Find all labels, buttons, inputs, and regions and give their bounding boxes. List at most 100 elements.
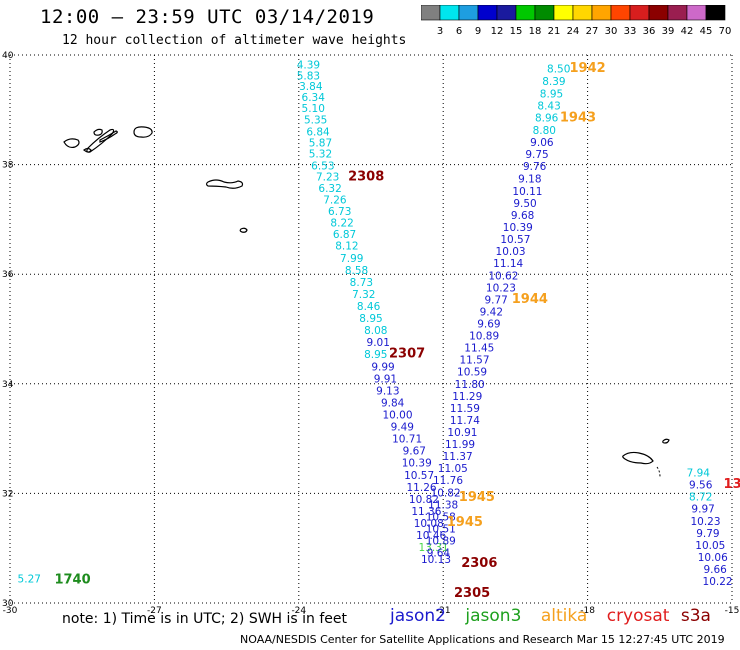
swh-data-label: 9.67 (403, 446, 426, 458)
swh-data-label: 10.22 (703, 576, 733, 588)
swh-data-label: 10.39 (402, 458, 432, 470)
swh-data-label: 6.34 (302, 92, 326, 104)
swh-data-label: 5.27 (18, 573, 41, 585)
swh-data-label: 8.43 (537, 100, 560, 112)
swh-data-label: 11.37 (443, 451, 473, 463)
swh-data-label: 5.83 (297, 70, 320, 82)
swh-data-label: 9.69 (477, 319, 500, 331)
swh-data-label: 10.91 (447, 427, 477, 439)
swh-data-label: 11.74 (450, 415, 480, 427)
swh-data-label: 11.14 (493, 258, 523, 270)
colorbar-label: 21 (548, 26, 561, 37)
swh-data-label: 6.84 (306, 127, 330, 139)
swh-data-label: 10.00 (382, 409, 412, 421)
swh-data-label: 9.77 (484, 294, 507, 306)
colorbar-label: 36 (643, 26, 656, 37)
credit-line: NOAA/NESDIS Center for Satellite Applica… (240, 633, 725, 646)
pass-time-label: 1944 (512, 292, 548, 307)
swh-data-label: 10.89 (469, 331, 499, 343)
y-tick-label: 30 (2, 599, 14, 609)
colorbar-label: 9 (475, 26, 481, 37)
swh-data-label: 10.59 (457, 367, 487, 379)
colorbar-label: 33 (624, 26, 637, 37)
swh-data-label: 4.39 (297, 59, 320, 71)
island-desertas (656, 466, 661, 478)
swh-data-label: 10.46 (416, 530, 446, 542)
swh-data-label: 8.72 (689, 492, 712, 504)
swh-data-label: 5.32 (309, 149, 332, 161)
x-tick-label: -24 (291, 606, 306, 616)
island-sjorge (99, 130, 118, 143)
x-tick-label: -27 (147, 606, 162, 616)
swh-data-label: 9.49 (391, 422, 414, 434)
colorbar-label: 42 (681, 26, 694, 37)
satellite-legend: jason2 jason3 altika cryosat s3a (390, 606, 725, 626)
swh-data-label: 9.99 (371, 361, 394, 373)
swh-data-label: 9.06 (530, 137, 554, 149)
swh-data-label: 8.73 (350, 277, 373, 289)
island-flores (63, 138, 80, 149)
swh-data-label: 8.50 (547, 64, 570, 76)
swh-data-label: 5.87 (309, 138, 332, 150)
swh-data-label: 5.10 (302, 103, 325, 115)
swh-data-label: 7.23 (316, 172, 339, 184)
swh-data-label: 8.22 (330, 218, 353, 230)
swh-data-label: 11.29 (452, 391, 482, 403)
swh-data-label: 9.56 (689, 480, 713, 492)
swh-data-label: 8.96 (535, 112, 559, 124)
swh-data-label: 9.13 (376, 385, 399, 397)
swh-data-label: 11.26 (407, 482, 437, 494)
swh-data-label: 6.32 (318, 183, 341, 195)
chart-subtitle: 12 hour collection of altimeter wave hei… (62, 33, 407, 48)
swh-data-label: 8.39 (542, 76, 565, 88)
island-graciosa (83, 147, 92, 153)
swh-data-label: 8.95 (364, 349, 387, 361)
pass-time-label: 1942 (570, 61, 606, 76)
x-tick-label: -30 (3, 606, 18, 616)
swh-data-label: 9.84 (381, 397, 405, 409)
island-faial (93, 128, 103, 136)
y-tick-label: 34 (2, 380, 14, 390)
swh-data-label: 10.08 (414, 518, 444, 530)
swh-data-label: 3.84 (299, 81, 323, 93)
island-madeira (622, 451, 654, 465)
swh-data-label: 8.12 (335, 241, 358, 253)
swh-data-label: 10.71 (392, 434, 422, 446)
swh-data-label: 11.99 (445, 439, 475, 451)
y-tick-label: 38 (2, 161, 14, 171)
y-tick-label: 36 (2, 270, 14, 280)
swh-data-label: 10.89 (426, 536, 456, 548)
colorbar-label: 18 (529, 26, 542, 37)
swh-data-label: 6.73 (328, 206, 351, 218)
colorbar-label: 30 (605, 26, 618, 37)
swh-data-label: 9.97 (691, 504, 714, 516)
swh-data-label: 10.11 (512, 186, 542, 198)
swh-data-label: 11.36 (411, 506, 441, 518)
swh-data-label: 10.03 (496, 246, 526, 258)
colorbar-label: 15 (510, 26, 523, 37)
legend-jason2: jason2 (390, 606, 446, 626)
x-tick-label: -18 (580, 606, 595, 616)
swh-data-label: 9.68 (511, 210, 534, 222)
chart-title: 12:00 — 23:59 UTC 03/14/2019 (40, 6, 375, 28)
pass-time-label: 1945 (459, 490, 495, 505)
swh-data-label: 11.45 (464, 343, 494, 355)
swh-data-label: 10.57 (404, 470, 434, 482)
legend-cryosat: cryosat (606, 606, 670, 626)
legend-jason3: jason3 (465, 606, 522, 626)
pass-time-label: 2308 (348, 170, 384, 185)
island-terceira (133, 126, 153, 138)
swh-data-label: 9.50 (513, 198, 536, 210)
swh-data-label: 10.23 (690, 516, 720, 528)
island-santamaria (239, 227, 248, 233)
swh-data-label: 9.18 (518, 173, 541, 185)
swh-data-label: 10.39 (503, 222, 533, 234)
swh-data-label: 10.05 (695, 540, 725, 552)
colorbar-label: 3 (437, 26, 443, 37)
swh-data-label: 11.80 (455, 379, 485, 391)
swh-data-label: 10.62 (488, 270, 518, 282)
legend-altika: altika (540, 606, 588, 626)
swh-data-label: 9.75 (525, 149, 548, 161)
